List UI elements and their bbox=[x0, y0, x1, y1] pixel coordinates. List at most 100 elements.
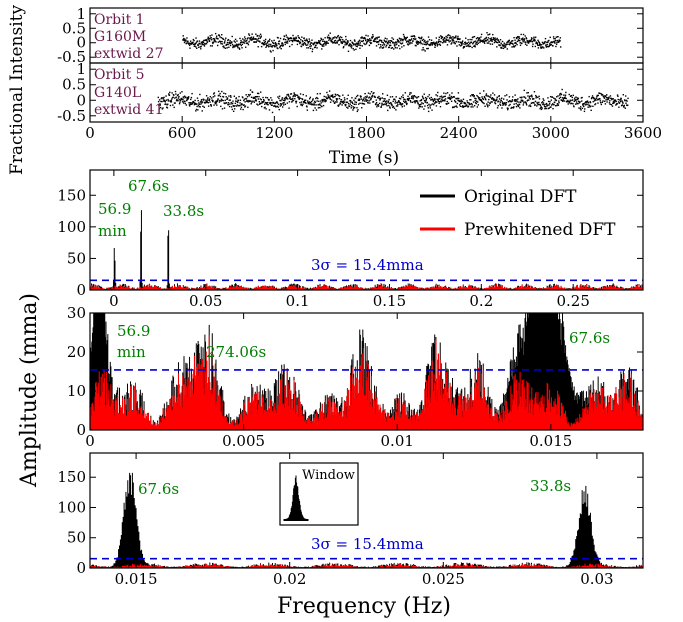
light-curve-point bbox=[217, 45, 218, 46]
light-curve-point bbox=[434, 99, 435, 100]
light-curve-point bbox=[393, 48, 394, 49]
light-curve-point bbox=[433, 104, 434, 105]
light-curve-point bbox=[503, 98, 504, 99]
light-curve-point bbox=[541, 44, 542, 45]
light-curve-point bbox=[608, 96, 609, 97]
light-curve-point bbox=[547, 42, 548, 43]
light-curve-point bbox=[168, 100, 169, 101]
light-curve-point bbox=[171, 92, 172, 93]
light-curve-point bbox=[511, 46, 512, 47]
light-curve-point bbox=[565, 92, 566, 93]
light-curve-point bbox=[260, 34, 261, 35]
light-curve-point bbox=[403, 97, 404, 98]
light-curve-point bbox=[167, 104, 168, 105]
light-curve-point bbox=[190, 102, 191, 103]
light-curve-point bbox=[507, 48, 508, 49]
light-curve-point bbox=[193, 40, 194, 41]
light-curve-point bbox=[211, 39, 212, 40]
light-curve-point bbox=[459, 101, 460, 102]
light-curve-point bbox=[523, 34, 524, 35]
y-tick-label: 10 bbox=[67, 382, 86, 400]
light-curve-point bbox=[537, 97, 538, 98]
light-curve-point bbox=[544, 41, 545, 42]
light-curve-point bbox=[400, 40, 401, 41]
light-curve-point bbox=[184, 101, 185, 102]
light-curve-point bbox=[250, 94, 251, 95]
light-curve-point bbox=[520, 45, 521, 46]
light-curve-point bbox=[381, 104, 382, 105]
light-curve-point bbox=[421, 38, 422, 39]
light-curve-point bbox=[302, 104, 303, 105]
light-curve-point bbox=[452, 36, 453, 37]
light-curve-point bbox=[363, 99, 364, 100]
light-curve-point bbox=[411, 38, 412, 39]
light-curve-point bbox=[243, 100, 244, 101]
light-curve-point bbox=[486, 37, 487, 38]
light-curve-point bbox=[435, 94, 436, 95]
light-curve-point bbox=[580, 109, 581, 110]
light-curve-point bbox=[521, 43, 522, 44]
peak-label-56min-c: 56.9 bbox=[117, 322, 150, 340]
panel-orbit5: 10.50-0.5060012001800240030003600 Orbit … bbox=[57, 60, 662, 142]
light-curve-point bbox=[355, 104, 356, 105]
light-curve-point bbox=[350, 100, 351, 101]
light-curve-point bbox=[552, 45, 553, 46]
light-curve-point bbox=[291, 38, 292, 39]
x-tick-label: 0 bbox=[85, 432, 95, 450]
light-curve-point bbox=[601, 104, 602, 105]
light-curve-point bbox=[580, 108, 581, 109]
light-curve-point bbox=[584, 108, 585, 109]
light-curve-point bbox=[323, 105, 324, 106]
light-curve-point bbox=[194, 100, 195, 101]
light-curve-point bbox=[195, 46, 196, 47]
light-curve-point bbox=[572, 97, 573, 98]
light-curve-point bbox=[431, 109, 432, 110]
light-curve-point bbox=[429, 98, 430, 99]
light-curve-point bbox=[234, 46, 235, 47]
light-curve-point bbox=[538, 104, 539, 105]
light-curve-point bbox=[367, 35, 368, 36]
light-curve-point bbox=[165, 101, 166, 102]
light-curve-point bbox=[487, 39, 488, 40]
light-curve-point bbox=[219, 101, 220, 102]
light-curve-point bbox=[255, 34, 256, 35]
light-curve-point bbox=[465, 41, 466, 42]
light-curve-point bbox=[458, 92, 459, 93]
light-curve-point bbox=[203, 42, 204, 43]
light-curve-point bbox=[440, 106, 441, 107]
light-curve-point bbox=[196, 103, 197, 104]
light-curve-point bbox=[230, 99, 231, 100]
light-curve-point bbox=[246, 40, 247, 41]
light-curve-point bbox=[619, 102, 620, 103]
light-curve-point bbox=[405, 39, 406, 40]
light-curve-point bbox=[309, 40, 310, 41]
light-curve-point bbox=[237, 102, 238, 103]
light-curve-point bbox=[436, 101, 437, 102]
light-curve-point bbox=[404, 105, 405, 106]
light-curve-point bbox=[247, 96, 248, 97]
light-curve-point bbox=[625, 103, 626, 104]
light-curve-point bbox=[533, 37, 534, 38]
light-curve-point bbox=[261, 99, 262, 100]
light-curve-point bbox=[237, 47, 238, 48]
light-curve-point bbox=[436, 105, 437, 106]
light-curve-point bbox=[218, 91, 219, 92]
light-curve-point bbox=[602, 94, 603, 95]
light-curve-point bbox=[250, 89, 251, 90]
light-curve-point bbox=[310, 44, 311, 45]
light-curve-point bbox=[387, 95, 388, 96]
light-curve-point bbox=[427, 102, 428, 103]
light-curve-point bbox=[531, 38, 532, 39]
light-curve-point bbox=[471, 47, 472, 48]
light-curve-point bbox=[187, 41, 188, 42]
light-curve-point bbox=[471, 39, 472, 40]
light-curve-point bbox=[282, 97, 283, 98]
light-curve-point bbox=[219, 36, 220, 37]
light-curve-point bbox=[455, 35, 456, 36]
light-curve-point bbox=[398, 45, 399, 46]
light-curve-point bbox=[204, 107, 205, 108]
light-curve-point bbox=[353, 106, 354, 107]
light-curve-point bbox=[466, 100, 467, 101]
light-curve-point bbox=[292, 35, 293, 36]
light-curve-point bbox=[174, 102, 175, 103]
